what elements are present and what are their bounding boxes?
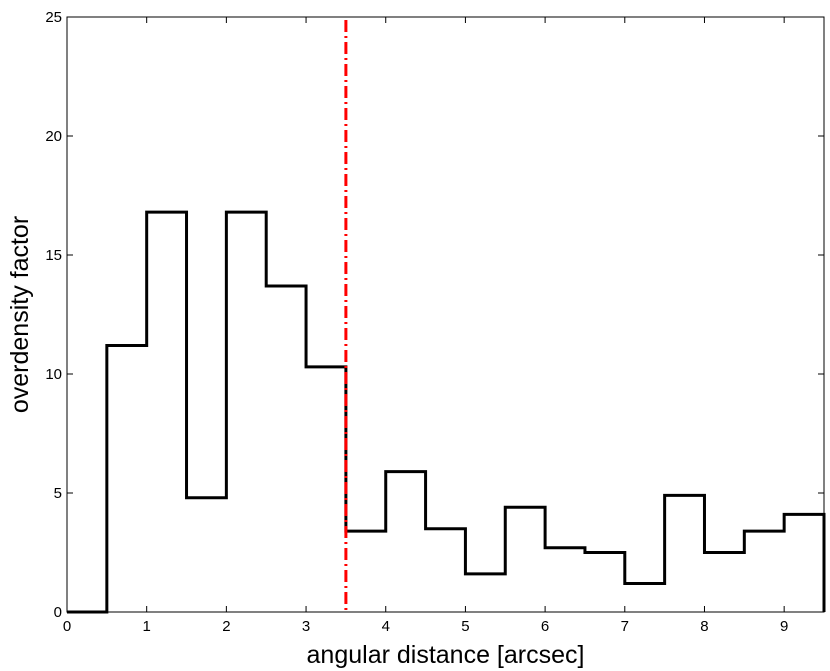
y-tick-label: 20 xyxy=(45,128,62,145)
x-axis-label: angular distance [arcsec] xyxy=(307,641,585,669)
x-tick-label: 1 xyxy=(143,618,151,635)
y-tick-label: 0 xyxy=(54,604,62,621)
x-tick-label: 7 xyxy=(621,618,629,635)
x-tick-label: 3 xyxy=(302,618,310,635)
y-tick-label: 15 xyxy=(45,247,62,264)
plot-background xyxy=(67,17,824,612)
y-tick-label: 10 xyxy=(45,366,62,383)
histogram-steps xyxy=(67,210,826,614)
ticks xyxy=(66,16,824,613)
plot-frame xyxy=(66,16,825,613)
y-axis-label: overdensity factor xyxy=(6,216,34,413)
y-tick-label: 5 xyxy=(54,485,62,502)
series xyxy=(67,20,826,614)
x-tick-label: 4 xyxy=(382,618,390,635)
x-tick-label: 2 xyxy=(222,618,230,635)
x-tick-label: 8 xyxy=(700,618,708,635)
x-tick-label: 9 xyxy=(780,618,788,635)
tick-labels: 0 1 2 3 4 5 6 7 8 9 0 5 10 15 20 25 xyxy=(45,9,788,635)
x-tick-label: 6 xyxy=(541,618,549,635)
y-tick-label: 25 xyxy=(45,9,62,26)
x-tick-label: 5 xyxy=(461,618,469,635)
x-tick-label: 0 xyxy=(63,618,71,635)
